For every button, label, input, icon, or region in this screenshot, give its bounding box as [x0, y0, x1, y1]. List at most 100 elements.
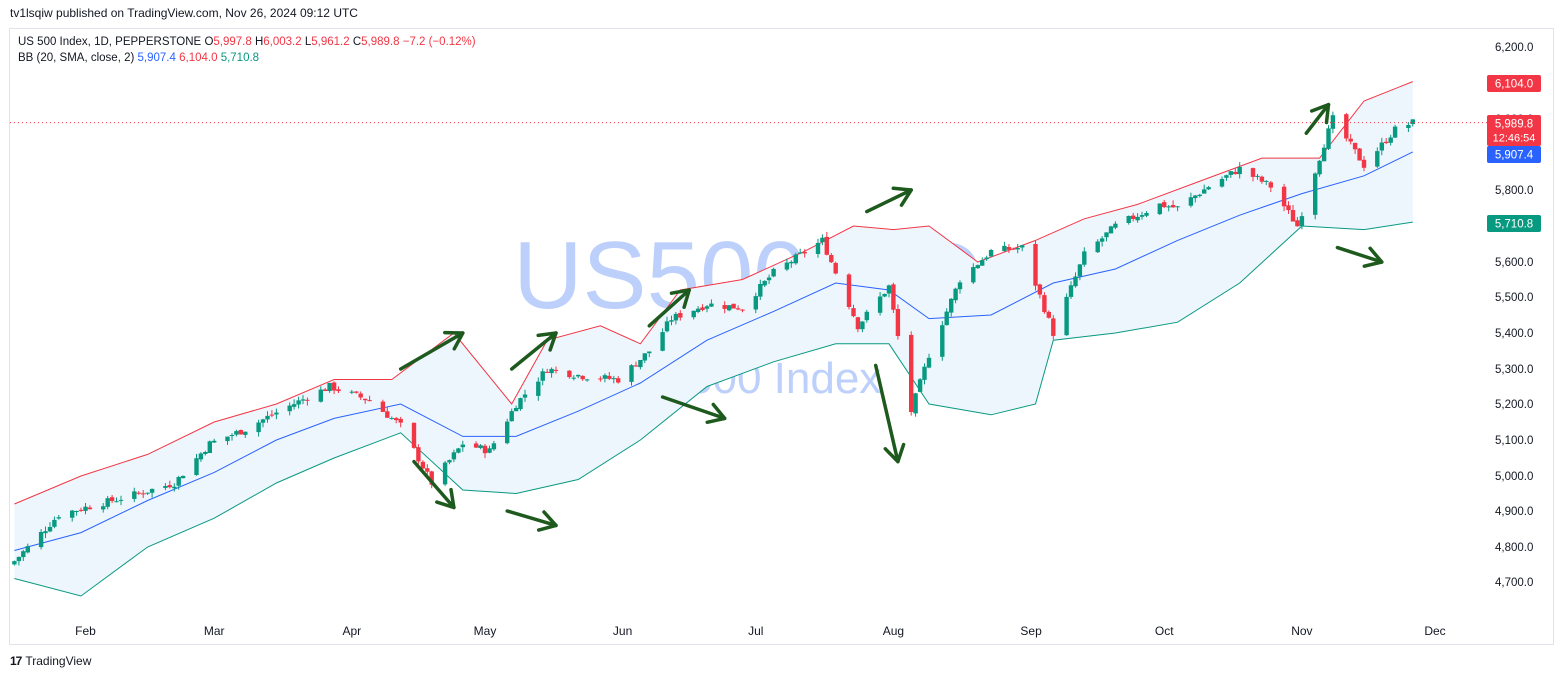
candle-body	[1290, 210, 1296, 222]
arrow-head	[1362, 246, 1384, 268]
candle-body	[1317, 160, 1322, 175]
footer[interactable]: 17 TradingView	[10, 654, 91, 668]
candle-body	[1126, 216, 1131, 223]
candle-body	[1348, 138, 1353, 142]
candle-body	[229, 435, 235, 436]
candle-body	[1002, 245, 1007, 252]
arrow-head	[443, 330, 465, 351]
low-label: L	[304, 36, 312, 48]
candle-body	[553, 369, 559, 371]
candle-body	[243, 431, 248, 435]
candle-body	[331, 382, 337, 391]
candle-body	[1051, 318, 1056, 336]
candle-body	[802, 251, 807, 254]
arrow-shaft	[1335, 245, 1384, 264]
candle-body	[1299, 216, 1305, 227]
candle-body	[101, 506, 106, 510]
symbol-label: US 500 Index, 1D, PEPPERSTONE	[18, 36, 202, 48]
candle-body	[518, 398, 523, 410]
candle-body	[1011, 248, 1016, 250]
chart-legend[interactable]: US 500 Index, 1D, PEPPERSTONE O5,997.8 H…	[18, 34, 476, 66]
candle-body	[487, 448, 492, 453]
bb-label: BB (20, SMA, close, 2)	[18, 52, 135, 64]
candle-body	[957, 282, 963, 290]
candle-body	[1344, 114, 1349, 139]
candle-body	[105, 498, 110, 507]
candle-body	[669, 320, 674, 322]
y-tick-label: 4,700.0	[1495, 577, 1533, 589]
candle-body	[584, 379, 590, 381]
candle-body	[363, 398, 368, 401]
arrow-head	[435, 487, 456, 510]
x-tick-label: May	[474, 624, 497, 638]
y-tick-label: 5,500.0	[1495, 292, 1533, 304]
candle-body	[1162, 202, 1167, 208]
candle-body	[1264, 180, 1269, 182]
x-tick-label: Aug	[883, 624, 904, 638]
candle-body	[1375, 151, 1380, 167]
x-tick-label: Jun	[613, 624, 632, 638]
candle-body	[549, 368, 554, 374]
x-tick-label: Mar	[204, 624, 225, 638]
candle-body	[909, 334, 914, 412]
candle-body	[1233, 171, 1238, 175]
ohlc-row: US 500 Index, 1D, PEPPERSTONE O5,997.8 H…	[18, 34, 476, 50]
candle-body	[980, 260, 985, 266]
open-label: O	[204, 36, 214, 48]
trend-arrow-down	[660, 395, 727, 425]
candle-body	[722, 305, 727, 309]
trend-arrow-down	[505, 509, 558, 532]
candle-body	[629, 365, 634, 382]
candle-body	[411, 422, 417, 448]
candle-body	[132, 491, 137, 499]
candle-body	[1202, 189, 1207, 194]
candle-body	[1139, 215, 1145, 217]
basis-line	[14, 151, 1414, 551]
candle-body	[1131, 215, 1136, 219]
candle-body	[953, 288, 958, 301]
candle-body	[212, 440, 217, 443]
candle-body	[1392, 126, 1398, 138]
candle-body	[798, 252, 803, 254]
arrow-head	[536, 331, 558, 352]
candle-body	[180, 475, 186, 479]
candle-body	[1326, 128, 1331, 149]
candle-body	[460, 444, 465, 448]
candle-body	[1259, 176, 1265, 182]
candles	[12, 111, 1415, 566]
candle-body	[1197, 194, 1202, 196]
x-axis[interactable]: Feb Mar Apr May Jun Jul Aug Sep Oct Nov Dec	[75, 624, 1446, 638]
candle-body	[1219, 179, 1225, 187]
candle-body	[1188, 197, 1194, 206]
trend-arrow-up	[865, 186, 913, 214]
candle-body	[163, 486, 168, 488]
candle-body	[1042, 295, 1047, 313]
candle-body	[323, 389, 328, 391]
candle-body	[207, 441, 212, 453]
band-area	[14, 81, 1413, 597]
candle-body	[274, 412, 279, 415]
arrow-shaft	[865, 188, 913, 214]
candle-body	[984, 257, 989, 259]
candle-body	[473, 443, 479, 448]
upper-band-badge: 6,104.0	[1495, 79, 1533, 91]
candle-body	[1033, 244, 1038, 286]
candle-body	[1077, 264, 1083, 277]
candle-body	[704, 306, 710, 309]
candle-body	[87, 507, 93, 510]
candle-body	[145, 492, 150, 494]
trend-arrow-down	[412, 459, 456, 510]
arrow-shaft	[505, 509, 558, 528]
candle-body	[225, 436, 230, 442]
candle-body	[398, 418, 403, 423]
candle-body	[833, 262, 838, 274]
candle-body	[447, 460, 452, 463]
candle-body	[1388, 137, 1393, 143]
bb-row: BB (20, SMA, close, 2) 5,907.4 6,104.0 5…	[18, 50, 476, 66]
upper-band-badge-bg	[1487, 75, 1541, 92]
candle-body	[109, 497, 115, 501]
published-caption: tv1lsqiw published on TradingView.com, N…	[10, 6, 358, 20]
candle-body	[287, 405, 292, 412]
candle-body	[1006, 247, 1012, 250]
